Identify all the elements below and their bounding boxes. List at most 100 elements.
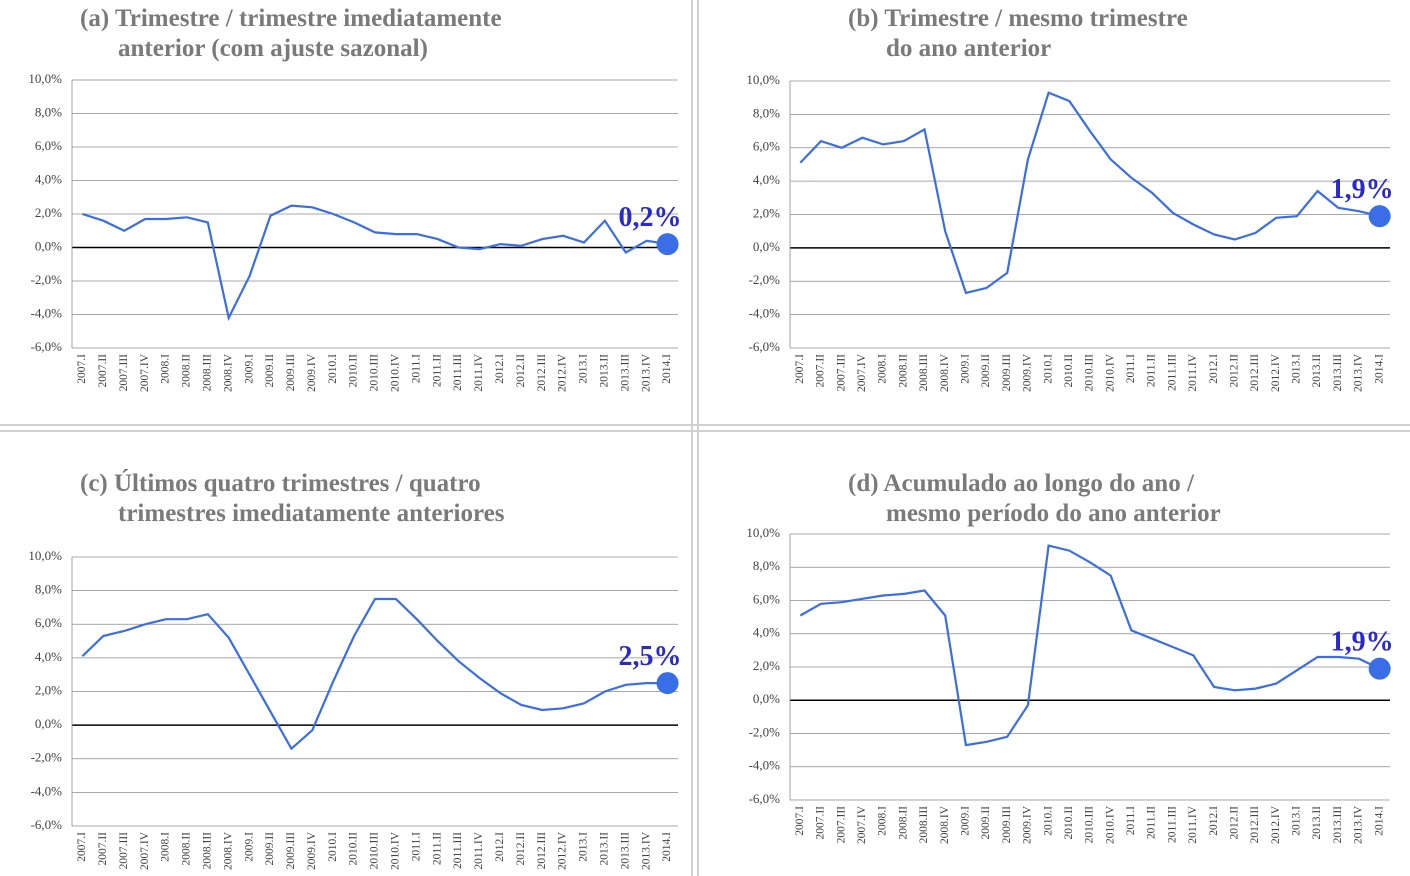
x-tick-label: 2011.I <box>1125 806 1137 835</box>
y-tick-label: 4,0% <box>753 625 780 640</box>
y-tick-label: 4,0% <box>35 171 62 186</box>
x-tick-label: 2011.II <box>1146 806 1158 839</box>
x-tick-label: 2008.III <box>918 806 930 844</box>
value-label: 2,5% <box>619 641 682 672</box>
x-tick-label: 2013.I <box>578 832 590 862</box>
y-tick-label: -4,0% <box>749 758 781 773</box>
x-tick-label: 2010.III <box>1084 806 1096 844</box>
x-tick-label: 2010.IV <box>390 353 402 392</box>
x-tick-label: 2007.IV <box>139 831 151 870</box>
x-tick-label: 2009.III <box>285 832 297 870</box>
x-tick-label: 2010.I <box>1042 354 1054 384</box>
x-tick-label: 2007.I <box>76 832 88 862</box>
y-tick-label: 2,0% <box>753 205 780 220</box>
y-tick-label: 2,0% <box>35 205 62 220</box>
x-tick-label: 2008.III <box>201 354 213 392</box>
line <box>81 597 668 751</box>
x-tick-label: 2010.I <box>327 832 339 862</box>
x-tick-label: 2012.I <box>1208 806 1220 836</box>
x-tick-label: 2012.III <box>1249 354 1261 392</box>
x-tick-label: 2013.III <box>1332 354 1344 392</box>
y-tick-label: 10,0% <box>746 72 780 87</box>
x-tick-label: 2009.I <box>243 832 255 862</box>
y-tick-label: 8,0% <box>753 558 780 573</box>
x-tick-label: 2009.III <box>1001 354 1013 392</box>
x-tick-label: 2007.II <box>97 354 109 388</box>
x-tick-label: 2009.II <box>980 806 992 840</box>
end-marker <box>656 672 679 695</box>
x-tick-label: 2007.I <box>76 354 88 384</box>
x-tick-label: 2010.II <box>1063 354 1075 388</box>
x-tick-label: 2007.III <box>835 806 847 844</box>
x-tick-label: 2007.I <box>794 806 806 836</box>
y-tick-label: 4,0% <box>753 172 780 187</box>
x-tick-label: 2013.II <box>599 354 611 388</box>
y-tick-label: -6,0% <box>749 339 781 354</box>
x-tick-label: 2009.II <box>264 354 276 388</box>
y-tick-label: 10,0% <box>28 71 62 86</box>
x-tick-label: 2009.I <box>960 354 972 384</box>
x-tick-label: 2010.III <box>369 832 381 870</box>
y-tick-label: -4,0% <box>749 306 781 321</box>
y-tick-label: 0,0% <box>753 239 780 254</box>
x-tick-label: 2008.I <box>877 806 889 836</box>
x-tick-label: 2009.IV <box>1022 805 1034 844</box>
x-tick-label: 2011.I <box>410 832 422 861</box>
x-tick-label: 2012.II <box>1228 806 1240 840</box>
x-tick-label: 2012.III <box>536 354 548 392</box>
x-tick-label: 2011.III <box>1166 806 1178 843</box>
end-marker <box>1368 205 1391 228</box>
x-tick-label: 2010.III <box>369 354 381 392</box>
y-tick-label: -6,0% <box>749 791 781 806</box>
chart-title: (d) Acumulado ao longo do ano / <box>848 470 1195 497</box>
x-tick-label: 2009.III <box>285 354 297 392</box>
y-tick-label: 0,0% <box>35 716 62 731</box>
x-tick-label: 2012.IV <box>1270 353 1282 392</box>
x-tick-label: 2009.I <box>243 354 255 384</box>
x-tick-label: 2008.IV <box>222 831 234 870</box>
x-tick-label: 2010.II <box>348 832 360 866</box>
x-tick-label: 2011.III <box>452 354 464 391</box>
x-tick-label: 2012.I <box>494 832 506 862</box>
chart-title: do ano anterior <box>886 35 1051 62</box>
x-tick-label: 2012.IV <box>557 353 569 392</box>
x-tick-label: 2007.IV <box>856 353 868 392</box>
y-tick-label: -2,0% <box>31 750 63 765</box>
x-tick-label: 2008.IV <box>939 353 951 392</box>
x-tick-label: 2008.II <box>897 806 909 840</box>
x-tick-label: 2013.III <box>619 832 631 870</box>
x-tick-label: 2013.I <box>1291 354 1303 384</box>
y-tick-label: -2,0% <box>749 724 781 739</box>
y-tick-label: -2,0% <box>749 272 781 287</box>
x-tick-label: 2012.III <box>536 832 548 870</box>
chart-title: (c) Últimos quatro trimestres / quatro <box>80 469 481 497</box>
x-tick-label: 2010.IV <box>390 831 402 870</box>
x-tick-label: 2012.II <box>1228 354 1240 388</box>
y-tick-label: 0,0% <box>35 238 62 253</box>
y-tick-label: 6,0% <box>35 615 62 630</box>
x-tick-label: 2011.IV <box>473 831 485 869</box>
x-tick-label: 2011.IV <box>473 353 485 391</box>
y-tick-label: -6,0% <box>31 339 63 354</box>
value-label: 0,2% <box>619 202 682 233</box>
x-tick-label: 2013.III <box>1332 806 1344 844</box>
y-tick-label: -2,0% <box>31 272 63 287</box>
x-tick-label: 2008.II <box>897 354 909 388</box>
x-tick-label: 2010.III <box>1084 354 1096 392</box>
chart-title: (a) Trimestre / trimestre imediatamente <box>80 5 502 32</box>
x-tick-label: 2010.IV <box>1104 805 1116 844</box>
x-tick-label: 2014.I <box>1373 354 1385 384</box>
x-tick-label: 2010.IV <box>1104 353 1116 392</box>
x-tick-label: 2008.IV <box>222 353 234 392</box>
y-tick-label: 8,0% <box>35 104 62 119</box>
y-tick-label: 8,0% <box>753 105 780 120</box>
x-tick-label: 2012.III <box>1249 806 1261 844</box>
x-tick-label: 2009.III <box>1001 806 1013 844</box>
x-tick-label: 2013.II <box>1311 806 1323 840</box>
end-marker <box>656 233 679 256</box>
x-tick-label: 2010.I <box>327 354 339 384</box>
x-tick-label: 2007.III <box>118 354 130 392</box>
x-tick-label: 2014.I <box>1373 806 1385 836</box>
y-tick-label: 10,0% <box>746 525 780 540</box>
x-tick-label: 2007.II <box>97 832 109 866</box>
